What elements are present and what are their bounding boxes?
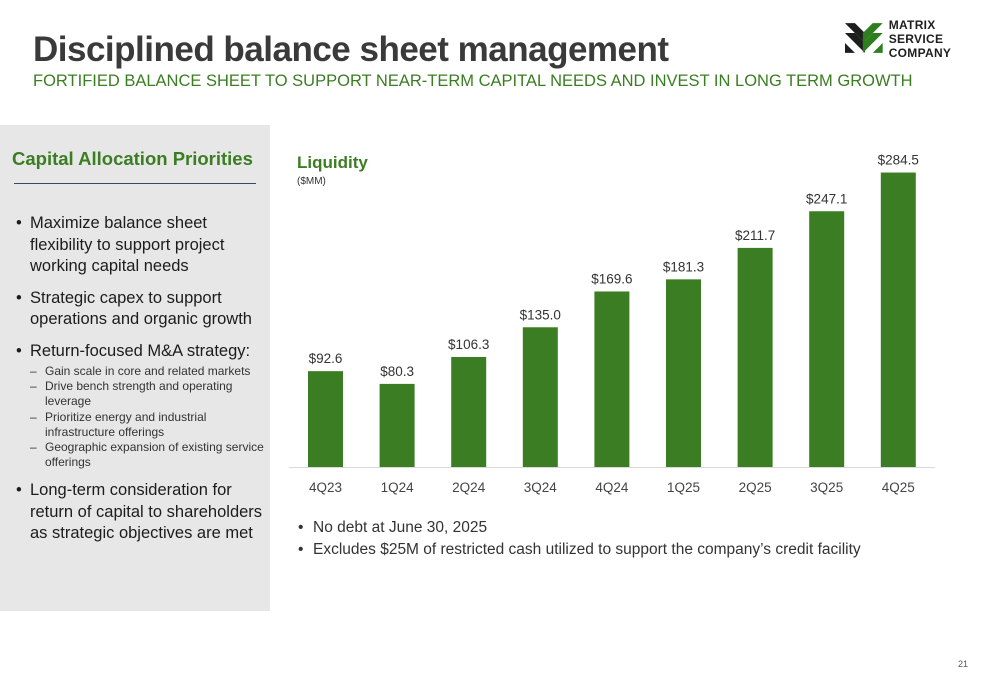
x-tick-label: 1Q24 [381, 480, 415, 495]
company-logo: MATRIX SERVICE COMPANY [843, 18, 993, 60]
x-tick-label: 2Q25 [739, 480, 772, 495]
page-number: 21 [958, 659, 969, 669]
slide-subtitle: FORTIFIED BALANCE SHEET TO SUPPORT NEAR-… [33, 72, 913, 90]
x-tick-label: 4Q23 [309, 480, 342, 495]
bar-1q25 [666, 279, 701, 467]
ma-strategy-sublist: Gain scale in core and related markets D… [30, 364, 264, 470]
bar-3q25 [809, 211, 845, 467]
data-label: $80.3 [380, 364, 414, 379]
data-label: $106.3 [448, 337, 489, 352]
x-tick-label: 2Q24 [452, 480, 486, 495]
x-tick-label: 3Q24 [524, 480, 558, 495]
logo-text-line1: MATRIX SERVICE [888, 18, 944, 46]
data-label: $211.7 [735, 228, 775, 243]
bar-2q25 [737, 247, 773, 467]
priority-text: Strategic capex to support operations an… [30, 288, 252, 329]
data-label: $247.1 [806, 191, 847, 206]
x-tick-label: 4Q24 [595, 480, 629, 495]
data-label: $284.5 [878, 153, 919, 168]
priority-text: Maximize balance sheet flexibility to su… [30, 214, 225, 275]
panel-divider [14, 183, 256, 184]
note-item: No debt at June 30, 2025 [298, 517, 861, 539]
bar-4q24 [594, 291, 630, 467]
bar-2q24 [451, 356, 487, 467]
capital-allocation-panel: Capital Allocation Priorities Maximize b… [0, 125, 270, 611]
x-tick-label: 4Q25 [882, 480, 915, 495]
priority-text: Long-term consideration for return of ca… [30, 481, 263, 543]
note-item: Excludes $25M of restricted cash utilize… [298, 539, 861, 561]
sub-item: Gain scale in core and related markets [30, 364, 264, 379]
priorities-list: Maximize balance sheet flexibility to su… [14, 213, 264, 555]
matrix-logo-icon [844, 23, 883, 53]
sub-item: Prioritize energy and industrial infrast… [30, 410, 264, 440]
slide-title: Disciplined balance sheet management [33, 30, 669, 69]
bar-4q23 [308, 371, 343, 467]
priority-item: Strategic capex to support operations an… [14, 288, 264, 331]
chart-title: Liquidity [297, 153, 368, 172]
priority-item: Long-term consideration for return of ca… [14, 480, 264, 545]
data-label: $181.3 [663, 259, 704, 274]
data-label: $169.6 [591, 271, 632, 286]
chart-unit: ($MM) [297, 176, 326, 187]
x-tick-label: 3Q25 [810, 480, 843, 495]
sub-item: Geographic expansion of existing service… [30, 440, 264, 470]
bar-3q24 [522, 327, 558, 467]
priority-item: Maximize balance sheet flexibility to su… [14, 213, 264, 278]
bar-4q25 [880, 172, 916, 468]
sub-item: Drive bench strength and operating lever… [30, 379, 264, 409]
chart-notes: No debt at June 30, 2025 Excludes $25M o… [298, 517, 861, 561]
data-label: $135.0 [520, 307, 561, 322]
x-tick-label: 1Q25 [667, 480, 700, 495]
panel-heading: Capital Allocation Priorities [12, 148, 253, 169]
logo-text-line2: COMPANY [888, 46, 952, 60]
data-label: $92.6 [309, 351, 343, 366]
priority-item: Return-focused M&A strategy: Gain scale … [14, 341, 264, 471]
priority-text: Return-focused M&A strategy: [30, 341, 251, 360]
bar-1q24 [379, 383, 415, 467]
